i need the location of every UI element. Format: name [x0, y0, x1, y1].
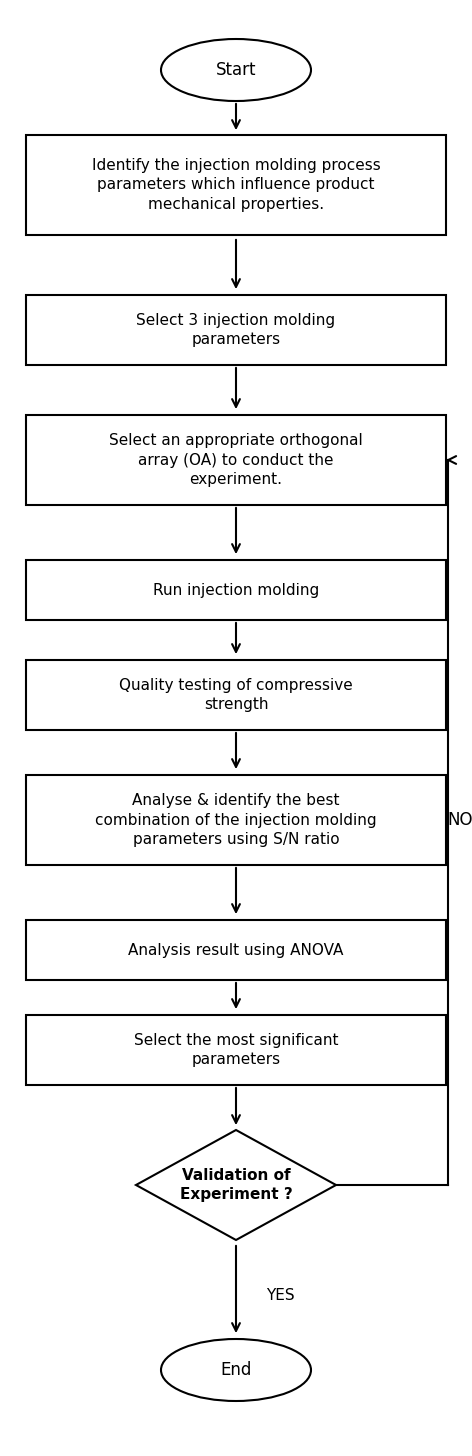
- Bar: [26, 296, 446, 365]
- Bar: [26, 135, 446, 234]
- Polygon shape: [136, 1130, 336, 1241]
- Text: End: End: [220, 1361, 252, 1379]
- Bar: [26, 561, 446, 620]
- Ellipse shape: [161, 1340, 311, 1401]
- Text: Run injection molding: Run injection molding: [153, 582, 319, 597]
- Text: Select the most significant
parameters: Select the most significant parameters: [134, 1032, 338, 1067]
- Bar: [26, 415, 446, 505]
- Text: Analysis result using ANOVA: Analysis result using ANOVA: [128, 942, 344, 958]
- Text: NO: NO: [447, 811, 472, 828]
- Bar: [26, 660, 446, 729]
- Bar: [26, 1015, 446, 1085]
- Text: Identify the injection molding process
parameters which influence product
mechan: Identify the injection molding process p…: [92, 157, 380, 213]
- Text: Select 3 injection molding
parameters: Select 3 injection molding parameters: [136, 313, 336, 348]
- Text: Validation of
Experiment ?: Validation of Experiment ?: [180, 1168, 292, 1203]
- Bar: [26, 775, 446, 865]
- Text: Select an appropriate orthogonal
array (OA) to conduct the
experiment.: Select an appropriate orthogonal array (…: [109, 432, 363, 488]
- Bar: [26, 920, 446, 980]
- Text: Start: Start: [216, 61, 256, 79]
- Ellipse shape: [161, 39, 311, 100]
- Text: YES: YES: [266, 1287, 295, 1303]
- Text: Quality testing of compressive
strength: Quality testing of compressive strength: [119, 677, 353, 712]
- Text: Analyse & identify the best
combination of the injection molding
parameters usin: Analyse & identify the best combination …: [95, 792, 377, 847]
